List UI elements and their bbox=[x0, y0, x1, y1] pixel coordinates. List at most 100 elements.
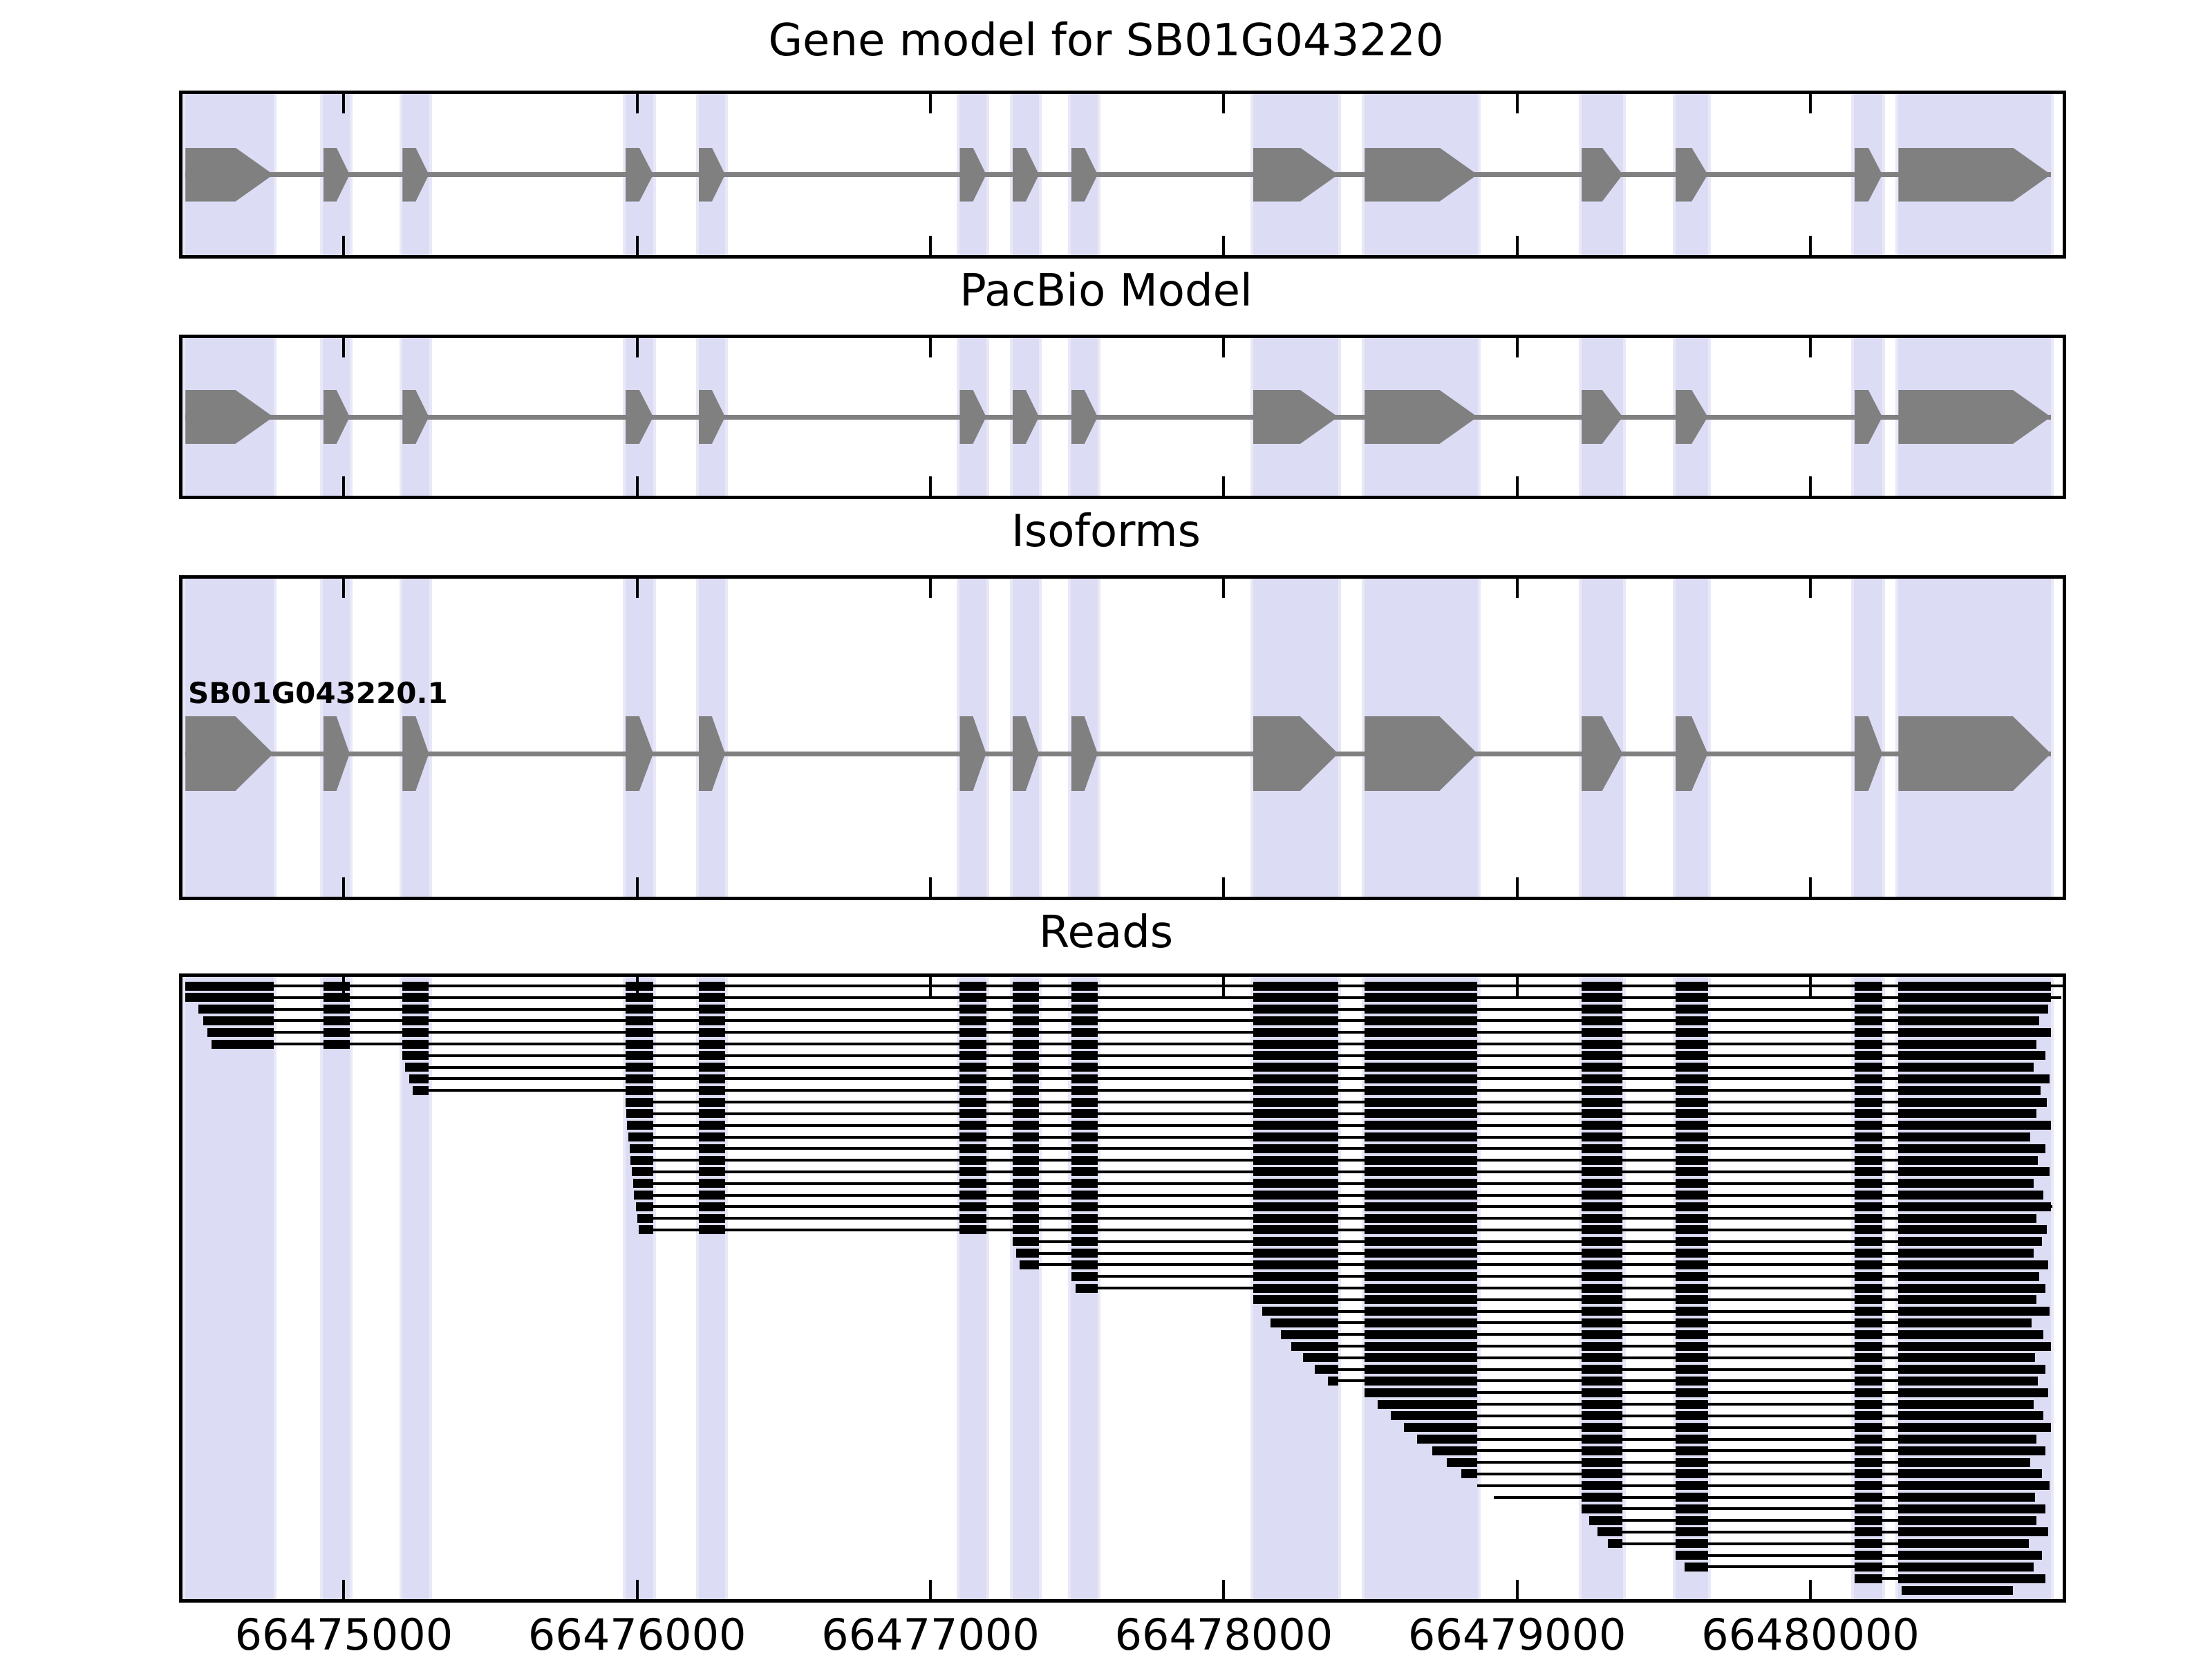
read-exon-block bbox=[1675, 1109, 1708, 1119]
read-exon-block bbox=[1854, 1539, 1883, 1549]
read-exon-block bbox=[1071, 1074, 1098, 1083]
read-exon-block bbox=[698, 1155, 726, 1165]
read-exon-block bbox=[1012, 1109, 1040, 1119]
read-exon-block bbox=[1675, 1213, 1708, 1223]
read-exon-block bbox=[1253, 1202, 1338, 1211]
read-exon-block bbox=[1071, 1063, 1098, 1072]
read-exon-block bbox=[959, 1097, 986, 1107]
read-exon-block bbox=[959, 1144, 986, 1153]
read-exon-block bbox=[1012, 1237, 1040, 1247]
read-exon-block bbox=[1675, 1074, 1708, 1083]
read-exon-block bbox=[1582, 1051, 1623, 1061]
axis-tick-mark bbox=[929, 579, 932, 598]
read-exon-block bbox=[1854, 1399, 1883, 1409]
read-span-line bbox=[207, 1031, 2052, 1034]
axis-tick-mark bbox=[929, 1580, 932, 1599]
read-exon-block bbox=[1675, 1039, 1708, 1049]
read-exon-block bbox=[1854, 1562, 1883, 1572]
read-exon-block bbox=[1898, 1318, 2032, 1327]
read-exon-block bbox=[402, 993, 429, 1002]
read-exon-block bbox=[1854, 1121, 1883, 1130]
read-exon-block bbox=[1071, 1191, 1098, 1200]
read-exon-block bbox=[1365, 1283, 1478, 1293]
read-exon-block bbox=[1365, 1063, 1478, 1072]
read-exon-block bbox=[1582, 1260, 1623, 1269]
read-span-line bbox=[635, 1205, 2053, 1209]
read-exon-block bbox=[1675, 1388, 1708, 1397]
read-exon-block bbox=[1582, 1121, 1623, 1130]
read-exon-block bbox=[1582, 1388, 1623, 1397]
read-span-line bbox=[1253, 1298, 2036, 1301]
read-span-line bbox=[1291, 1345, 2052, 1348]
read-exon-block bbox=[1898, 1504, 2045, 1513]
read-exon-block bbox=[1675, 1237, 1708, 1247]
read-exon-block bbox=[1253, 1179, 1338, 1188]
read-exon-block bbox=[1675, 1399, 1708, 1409]
read-exon-block bbox=[1675, 1307, 1708, 1316]
read-exon-block bbox=[1012, 1097, 1040, 1107]
read-exon-block bbox=[1253, 1132, 1338, 1141]
read-exon-block bbox=[1071, 1039, 1098, 1049]
read-exon-block bbox=[207, 1027, 274, 1037]
read-exon-block bbox=[1012, 1191, 1040, 1200]
read-exon-block bbox=[1854, 993, 1883, 1002]
read-exon-block bbox=[1365, 1330, 1478, 1339]
read-exon-block bbox=[1253, 1213, 1338, 1223]
axis-tick-mark bbox=[1222, 94, 1226, 113]
read-exon-block bbox=[1365, 1225, 1478, 1235]
read-exon-block bbox=[1582, 1307, 1623, 1316]
read-exon-block bbox=[635, 1202, 654, 1211]
read-exon-block bbox=[1854, 1365, 1883, 1374]
read-exon-block bbox=[1378, 1399, 1478, 1409]
read-exon-block bbox=[698, 993, 726, 1002]
read-exon-block bbox=[1854, 1411, 1883, 1421]
read-exon-block bbox=[1675, 1132, 1708, 1141]
read-exon-block bbox=[1582, 1191, 1623, 1200]
read-exon-block bbox=[1271, 1318, 1338, 1327]
axis-tick-mark bbox=[342, 338, 346, 357]
read-exon-block bbox=[959, 1051, 986, 1061]
read-exon-block bbox=[959, 1027, 986, 1037]
read-exon-block bbox=[1898, 1144, 2045, 1153]
read-exon-block bbox=[1012, 1027, 1040, 1037]
read-exon-block bbox=[1582, 1144, 1623, 1153]
read-exon-block bbox=[1675, 1376, 1708, 1386]
read-exon-block bbox=[1582, 1283, 1623, 1293]
read-exon-block bbox=[1675, 1121, 1708, 1130]
read-exon-block bbox=[1854, 1225, 1883, 1235]
read-exon-block bbox=[323, 981, 350, 991]
read-exon-block bbox=[1291, 1341, 1338, 1351]
read-exon-block bbox=[1901, 1585, 2013, 1595]
intron-line bbox=[185, 172, 2052, 177]
read-exon-block bbox=[1582, 1446, 1623, 1455]
read-exon-block bbox=[405, 1063, 429, 1072]
figure-title: Gene model for SB01G043220 bbox=[768, 15, 1444, 66]
read-span-line bbox=[1262, 1309, 2050, 1313]
read-exon-block bbox=[1854, 981, 1883, 991]
read-exon-block bbox=[1253, 1295, 1338, 1305]
read-exon-block bbox=[1854, 1271, 1883, 1281]
read-exon-block bbox=[1071, 1179, 1098, 1188]
read-exon-block bbox=[1854, 1051, 1883, 1061]
axis-tick-mark bbox=[635, 579, 639, 598]
read-exon-block bbox=[1675, 1179, 1708, 1188]
read-span-line bbox=[212, 1043, 2036, 1046]
read-exon-block bbox=[323, 993, 350, 1002]
read-exon-block bbox=[1365, 1109, 1478, 1119]
read-exon-block bbox=[1675, 1005, 1708, 1014]
read-span-line bbox=[1608, 1542, 2030, 1545]
axis-tick-mark bbox=[342, 877, 346, 897]
axis-tick-mark bbox=[929, 338, 932, 357]
intron-line bbox=[185, 414, 2052, 420]
axis-tick-mark bbox=[342, 236, 346, 255]
read-span-line bbox=[1432, 1449, 2045, 1453]
x-tick-label: 66479000 bbox=[1407, 1610, 1627, 1660]
read-span-line bbox=[1404, 1426, 2052, 1429]
exon-band bbox=[182, 977, 276, 1599]
read-exon-block bbox=[1582, 1074, 1623, 1083]
read-exon-block bbox=[1898, 1051, 2045, 1061]
read-exon-block bbox=[1854, 1213, 1883, 1223]
read-exon-block bbox=[959, 1109, 986, 1119]
read-exon-block bbox=[1854, 1039, 1883, 1049]
